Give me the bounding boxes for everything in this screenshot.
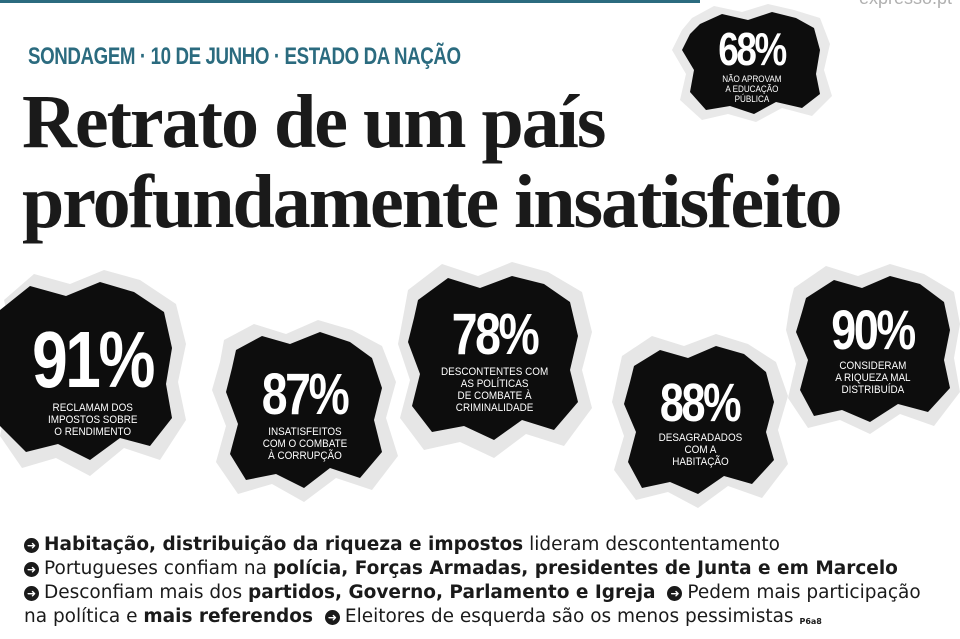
bullet-bold: polícia, Forças Armadas, presidentes de … [272,558,898,579]
stat-value: 88% [660,373,742,433]
bullet-text: lideram descontentamento [523,534,780,555]
bullet-line-2: ➜ Portugueses confiam na polícia, Forças … [24,557,954,581]
torn-paper-hole-shape [212,320,398,502]
page-reference: P6a8 [799,617,822,626]
top-rule [0,0,700,3]
bullet-line-4: na política e mais referendos ➜ Eleitores… [24,605,954,634]
torn-paper-hole-shape [672,4,832,122]
stat-value: 78% [452,302,540,367]
circle-arrow-right-icon: ➜ [667,586,683,601]
stat-value: 90% [831,298,917,361]
stat-caption: NÃO APROVAM A EDUCAÇÃO PÚBLICA [722,74,782,104]
stat-value: 68% [718,23,788,75]
bullet-bold: Habitação, distribuição da riqueza e imp… [44,534,524,555]
stat-hole-housing: 88% DESAGRADADOS COM A HABITAÇÃO [612,332,788,508]
site-url: expresso.pt [859,0,952,9]
summary-bullets: ➜ Habitação, distribuição da riqueza e im… [24,533,954,634]
stat-hole-education: 68% NÃO APROVAM A EDUCAÇÃO PÚBLICA [672,4,832,122]
bullet-line-1: ➜ Habitação, distribuição da riqueza e im… [24,533,954,557]
torn-paper-hole-shape [398,262,592,458]
stat-hole-crime: 78% DESCONTENTES COM AS POLÍTICAS DE COM… [398,262,592,458]
torn-paper-hole-shape [612,334,788,508]
circle-arrow-right-icon: ➜ [324,610,340,625]
bullet-text: na política e [24,606,144,627]
bullet-bold: mais referendos [143,606,313,627]
stat-hole-corruption: 87% INSATISFEITOS COM O COMBATE À CORRUP… [212,318,398,502]
stat-value: 91% [32,315,156,404]
circle-arrow-right-icon: ➜ [24,538,39,553]
circle-arrow-right-icon: ➜ [24,586,39,601]
bullet-line-3: ➜ Desconfiam mais dos partidos, Governo, … [24,581,954,605]
bullet-bold: partidos, Governo, Parlamento e Igreja [247,582,656,603]
stat-caption: INSATISFEITOS COM O COMBATE À CORRUPÇÃO [262,426,348,462]
headline: Retrato de um país profundamente insatis… [22,80,843,244]
bullet-text: Pedem mais participação [687,582,921,603]
stat-hole-taxes: 91% RECLAMAM DOS IMPOSTOS SOBRE O RENDIM… [0,270,186,476]
circle-arrow-right-icon: ➜ [24,562,39,577]
stat-value: 87% [262,362,350,427]
bullet-text: Portugueses confiam na [44,558,273,579]
bullet-text: Eleitores de esquerda são os menos pessi… [344,606,794,627]
stat-caption: DESAGRADADOS COM A HABITAÇÃO [658,432,742,468]
stat-caption: CONSIDERAM A RIQUEZA MAL DISTRIBUÍDA [835,360,911,396]
torn-paper-hole-shape [0,270,186,476]
kicker: SONDAGEM · 10 DE JUNHO · ESTADO DA NAÇÃO [28,43,461,70]
stat-hole-wealth: 90% CONSIDERAM A RIQUEZA MAL DISTRIBUÍDA [786,264,960,434]
bullet-text: Desconfiam mais dos [44,582,248,603]
stat-caption: RECLAMAM DOS IMPOSTOS SOBRE O RENDIMENTO [48,402,138,438]
torn-paper-hole-shape [786,264,960,434]
stat-caption: DESCONTENTES COM AS POLÍTICAS DE COMBATE… [441,366,549,414]
headline-line-1: Retrato de um país [22,80,607,164]
headline-line-2: profundamente insatisfeito [22,160,843,244]
